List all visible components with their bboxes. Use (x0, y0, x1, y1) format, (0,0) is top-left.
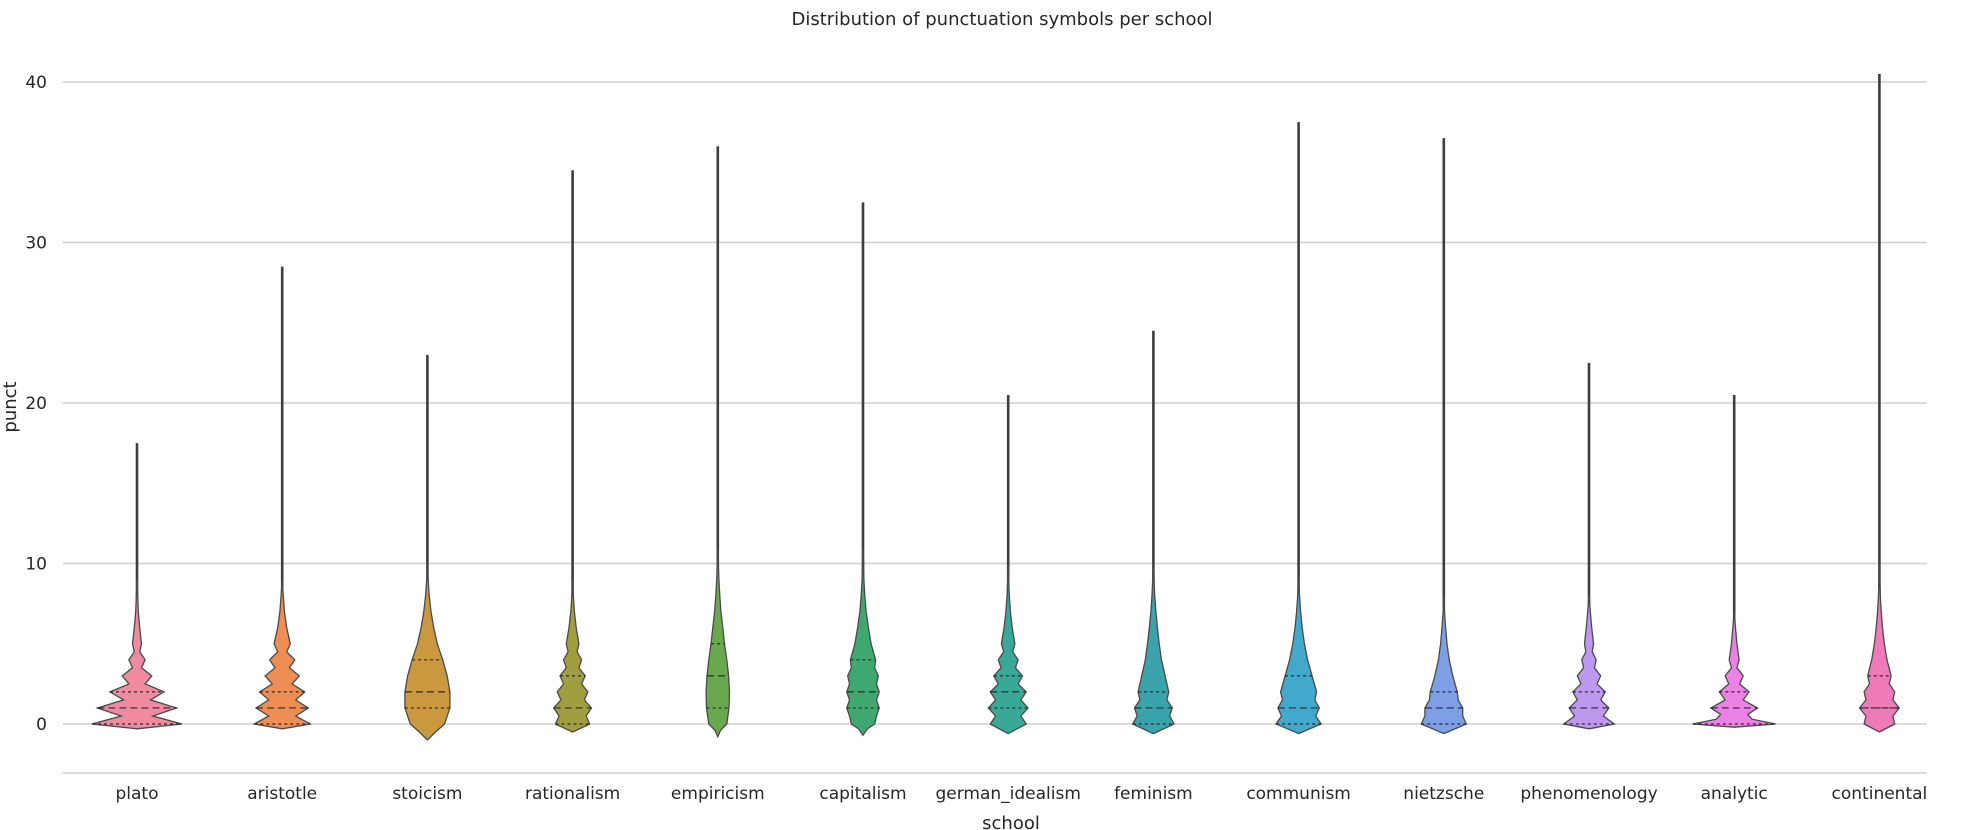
violin-body (252, 579, 313, 730)
x-tick-label: empiricism (671, 784, 765, 804)
violin-analytic (1692, 394, 1776, 728)
violin-aristotle (252, 266, 313, 730)
x-tick-label: capitalism (819, 784, 906, 804)
violin-nietzsche (1420, 138, 1468, 735)
x-tick-label: analytic (1701, 784, 1768, 804)
violins (91, 73, 1901, 741)
x-tick-label: communism (1246, 784, 1351, 804)
x-tick-label: continental (1832, 784, 1928, 804)
x-tick-label: german_idealism (935, 784, 1080, 804)
x-tick-label: rationalism (525, 784, 620, 804)
violin-phenomenology (1562, 362, 1616, 730)
violin-body (1420, 595, 1468, 735)
x-tick-label: stoicism (392, 784, 462, 804)
y-tick-label: 40 (25, 73, 47, 93)
x-tick-label: aristotle (247, 784, 317, 804)
violin-body (1562, 595, 1616, 730)
violin-rationalism (552, 170, 593, 733)
violin-body (705, 547, 731, 739)
violin-communism (1275, 122, 1323, 735)
violin-german_idealism (987, 394, 1029, 735)
violin-stoicism (404, 354, 451, 741)
violin-body (1858, 563, 1901, 733)
y-tick-labels: 0 10 20 30 40 (25, 73, 47, 735)
violin-body (1275, 579, 1323, 735)
violin-body (1131, 563, 1176, 735)
x-tick-label: plato (116, 784, 159, 804)
x-tick-label: phenomenology (1520, 784, 1657, 804)
y-tick-label: 30 (25, 234, 47, 254)
violin-body (404, 563, 451, 741)
violin-continental (1858, 73, 1901, 733)
x-tick-label: feminism (1114, 784, 1193, 804)
violin-plato (91, 443, 183, 730)
chart-title: Distribution of punctuation symbols per … (791, 9, 1212, 30)
y-tick-label: 0 (36, 715, 47, 735)
x-tick-label: nietzsche (1403, 784, 1484, 804)
violin-body (987, 563, 1029, 735)
violin-body (846, 547, 880, 737)
x-axis-label: school (982, 813, 1040, 830)
violin-body (552, 579, 593, 733)
y-axis-label: punct (0, 381, 21, 432)
y-tick-label: 10 (25, 555, 47, 575)
violin-empiricism (705, 146, 731, 739)
grid-lines (63, 81, 1927, 725)
violin-capitalism (846, 202, 880, 737)
y-tick-label: 20 (25, 394, 47, 414)
violin-body (1692, 611, 1776, 728)
violin-feminism (1131, 330, 1176, 735)
x-tick-labels: plato aristotle stoicism rationalism empiric… (116, 784, 1928, 804)
violin-body (91, 579, 183, 730)
